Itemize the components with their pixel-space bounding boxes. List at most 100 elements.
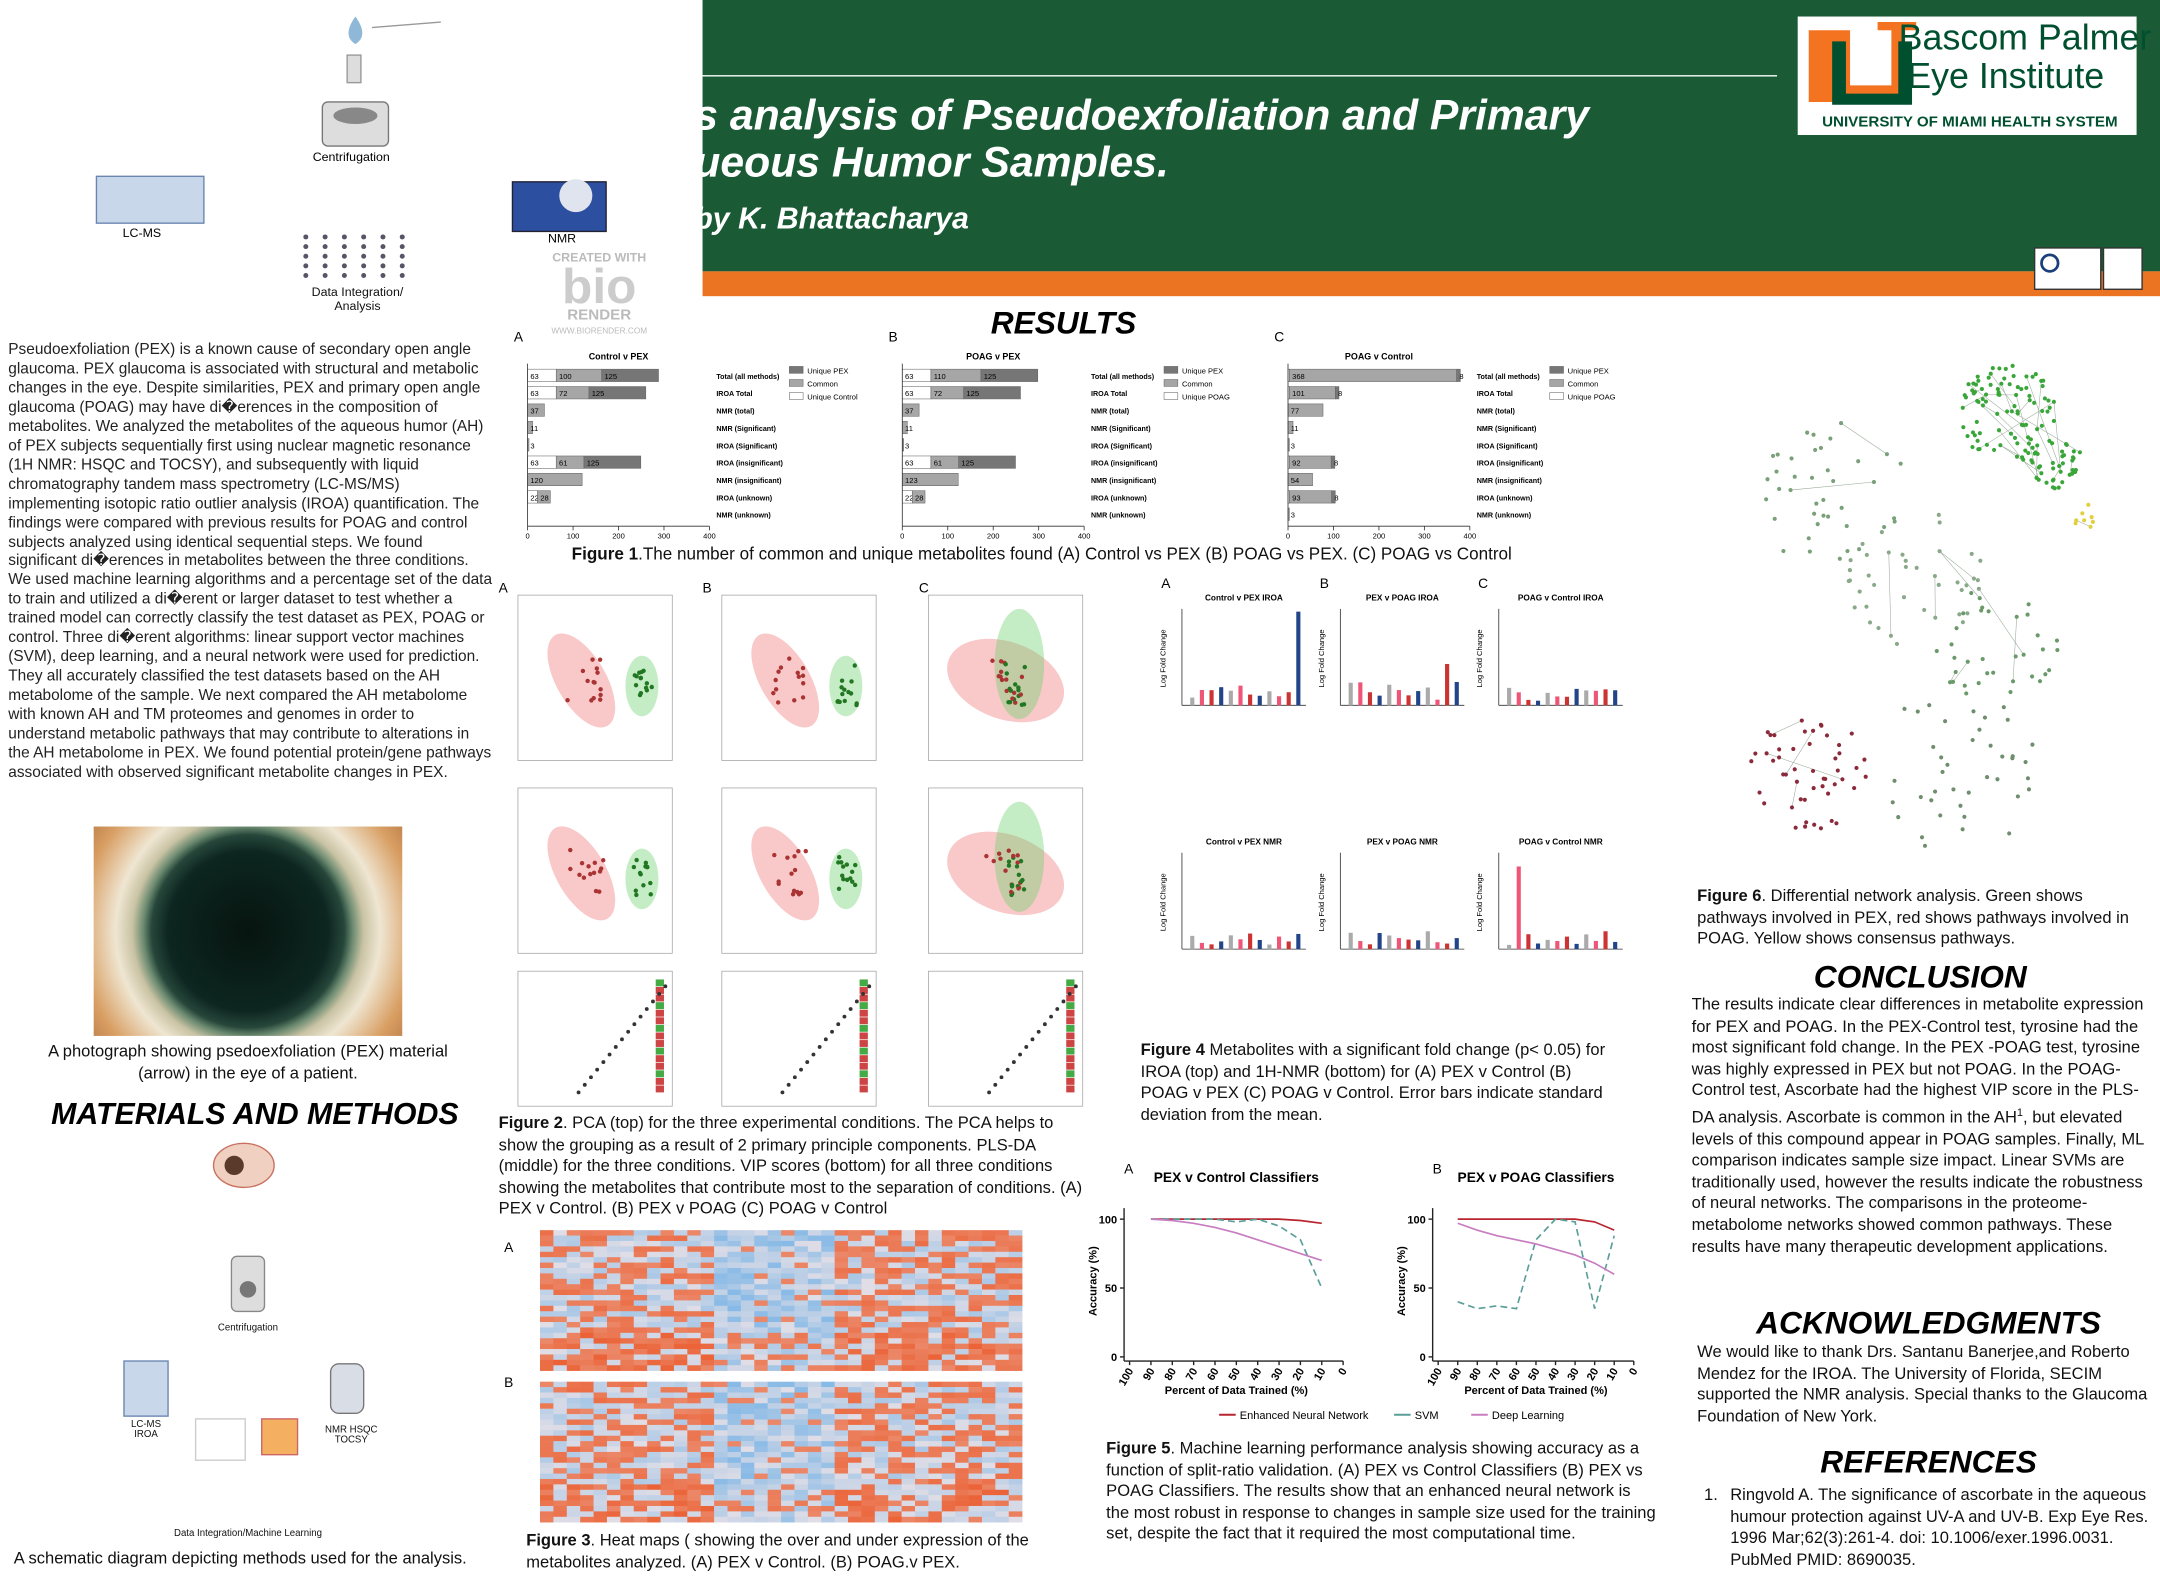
heatmap-cell <box>593 1322 608 1328</box>
network-node <box>1834 821 1839 826</box>
network-edge <box>1790 481 1874 491</box>
heatmap-cell <box>620 1327 635 1334</box>
heatmap-cell <box>807 1257 822 1263</box>
heatmap-cell <box>673 1300 688 1307</box>
heatmap-cell <box>901 1273 916 1280</box>
network-edge <box>1962 394 1987 409</box>
heatmap-cell <box>580 1267 594 1274</box>
network-node <box>1953 669 1958 675</box>
heatmap-cell <box>861 1392 876 1399</box>
heatmap-cell <box>660 1419 675 1426</box>
heatmap-cell <box>794 1387 809 1393</box>
heatmap-cell <box>901 1251 916 1258</box>
network-node <box>1938 813 1943 818</box>
heatmap-cell <box>566 1478 581 1485</box>
network-node <box>1996 390 2001 395</box>
heatmap-cell <box>673 1278 688 1285</box>
heatmap-cell <box>754 1322 768 1328</box>
network-node <box>1927 703 1932 708</box>
heatmap-cell <box>807 1343 822 1350</box>
heatmap-cell <box>700 1484 715 1491</box>
heatmap-cell <box>700 1257 715 1263</box>
panel-letter: A <box>1124 1162 1134 1177</box>
network-edge <box>1770 720 1802 736</box>
bar-value: 3 <box>905 441 909 450</box>
heatmap-cell <box>807 1451 822 1458</box>
heatmap-cell <box>981 1305 996 1312</box>
heatmap-cell <box>673 1397 688 1404</box>
fold-bar <box>1516 692 1521 706</box>
network-edge <box>1888 552 1892 636</box>
heatmap-cell <box>914 1462 929 1469</box>
panel-title: Control v PEX <box>589 352 649 362</box>
score-point <box>592 860 598 866</box>
score-point <box>1004 688 1009 694</box>
heatmap-cell <box>888 1381 902 1388</box>
heatmap-cell <box>888 1387 902 1393</box>
bar-value: 3 <box>1291 511 1295 520</box>
heatmap-cell <box>633 1316 648 1323</box>
bar-value: 63 <box>905 389 913 398</box>
network-edge <box>2000 444 2023 458</box>
network-node <box>2050 485 2056 490</box>
heatmap-cell <box>781 1457 795 1464</box>
network-node <box>2024 385 2029 391</box>
y-tick-label: 50 <box>1413 1283 1425 1295</box>
network-node <box>2011 373 2016 379</box>
heatmap-cell <box>928 1430 943 1437</box>
panel-title: POAG v Control NMR <box>1519 837 1603 846</box>
network-node <box>1849 731 1854 736</box>
heatmap-cell <box>834 1381 849 1388</box>
heatmap-cell <box>593 1284 608 1290</box>
heatmap-cell <box>781 1273 795 1280</box>
bar-graphic <box>194 1418 246 1461</box>
heatmap-cell <box>673 1354 688 1361</box>
heatmap-cell <box>754 1441 768 1447</box>
heatmap-cell <box>914 1251 929 1258</box>
score-point <box>789 871 794 876</box>
heatmap-cell <box>553 1500 568 1507</box>
heatmap-cell <box>754 1246 768 1253</box>
diagram-node <box>322 244 328 250</box>
heatmap-cell <box>539 1278 554 1285</box>
network-node <box>2012 435 2018 441</box>
heatmap-cell <box>861 1305 876 1312</box>
heatmap-cell <box>700 1495 715 1501</box>
heatmap-cell <box>673 1495 688 1501</box>
heatmap-cell <box>781 1359 795 1366</box>
heatmap-cell <box>593 1257 608 1263</box>
heatmap-cell <box>539 1246 554 1253</box>
heatmap-cell <box>914 1349 929 1355</box>
heatmap-cell <box>981 1349 996 1355</box>
score-point <box>648 892 653 897</box>
network-node <box>2033 372 2038 377</box>
heatmap-cell <box>687 1273 701 1280</box>
heatmap-cell <box>928 1451 943 1458</box>
bar-value: 125 <box>984 372 997 381</box>
heatmap-cell <box>580 1322 594 1328</box>
heatmap-cell <box>647 1343 661 1350</box>
heatmap-cell <box>714 1311 728 1317</box>
plot-frame <box>721 970 877 1107</box>
vip-point <box>613 1045 618 1049</box>
heatmap-cell <box>593 1397 608 1404</box>
heatmap-cell <box>834 1365 849 1371</box>
heatmap-cell <box>901 1430 916 1437</box>
heatmap-cell <box>995 1430 1010 1437</box>
heatmap-cell <box>660 1300 675 1307</box>
heatmap-cell <box>620 1397 635 1404</box>
heatmap-cell <box>647 1305 661 1312</box>
heatmap-cell <box>700 1289 715 1296</box>
heatmap-cell <box>714 1414 728 1420</box>
heatmap-cell <box>714 1230 728 1236</box>
heatmap-cell <box>848 1408 862 1415</box>
heatmap-cell <box>539 1489 554 1496</box>
heatmap-cell <box>687 1235 701 1242</box>
network-node <box>2015 794 2020 799</box>
heatmap-cell <box>914 1414 929 1420</box>
heatmap-cell <box>647 1316 661 1323</box>
figure-caption: Figure 5. Machine learning performance a… <box>1106 1438 1657 1545</box>
heatmap-cell <box>660 1397 675 1404</box>
heatmap-cell <box>566 1311 581 1317</box>
network-node <box>2021 652 2026 657</box>
